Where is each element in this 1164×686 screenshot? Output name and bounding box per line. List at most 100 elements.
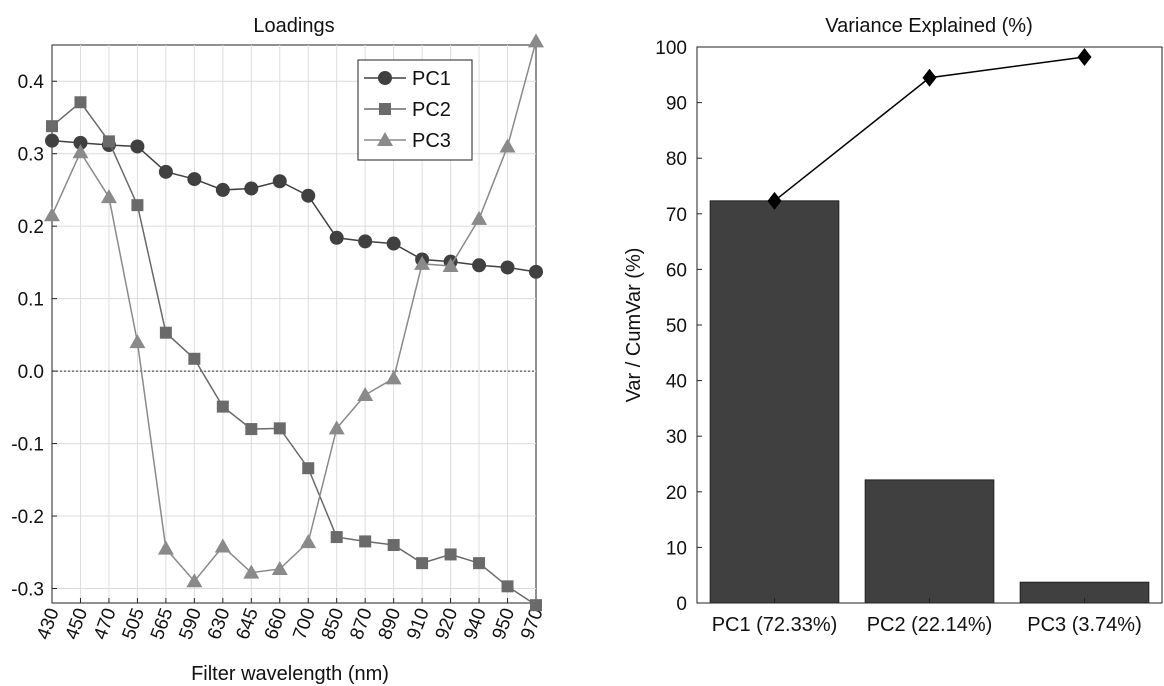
cumulative-point [767,191,782,210]
x-tick-label: 430 [33,606,64,643]
y-tick-label: 60 [666,260,687,281]
data-point [158,164,173,179]
loadings-plot-frame [51,44,537,604]
data-point [157,540,174,555]
legend-item-pc1: PC1 [364,68,451,90]
variance-y-axis-label: Var / CumVar (%) [623,248,645,403]
loadings-chart: -0.3 -0.2 -0.1 0.0 0.1 0.2 0.3 0.4 430450470505… [11,15,547,685]
y-tick-label: 0.3 [18,145,44,166]
data-point [444,548,457,561]
data-point [386,236,401,251]
y-tick-label: -0.1 [11,435,44,456]
data-point [214,538,231,553]
data-point [243,564,260,579]
data-point [215,182,230,197]
y-tick-label: 50 [666,316,687,337]
data-point [300,534,317,549]
data-point [271,560,288,575]
bar-1 [709,200,840,604]
x-tick-label: 700 [289,606,320,643]
legend-box [357,59,473,161]
loadings-x-ticks: 4304504705055655906306456607008508708909… [33,598,548,643]
data-point [387,539,400,552]
variance-y-ticks: 0 10 20 30 40 50 60 70 80 90 100 [655,38,702,615]
cumulative-point [922,68,937,87]
y-tick-label: 80 [666,149,687,170]
data-point [244,181,259,196]
x-tick-label: 870 [346,606,377,643]
y-tick-label: 0 [676,594,687,615]
y-tick-label: 30 [666,427,687,448]
loadings-x-axis-label: Filter wavelength (nm) [191,663,389,685]
x-tick-label: 660 [261,606,292,643]
variance-bars [709,200,1150,604]
data-point [414,255,431,270]
variance-x-ticks: PC1 (72.33%) PC2 (22.14%) PC3 (3.74%) [712,598,1142,636]
y-tick-label: 0.2 [18,217,44,238]
data-point [442,258,459,273]
data-point [358,234,373,249]
data-point [472,258,487,273]
x-tick-label: PC2 (22.14%) [867,614,993,636]
data-point [328,420,345,435]
data-point [385,370,402,385]
data-point [45,133,59,148]
x-tick-label: 890 [375,606,406,643]
series-pc2 [46,96,542,612]
y-tick-label: 70 [666,205,687,226]
data-point [216,400,229,413]
x-tick-label: PC3 (3.74%) [1027,614,1142,636]
x-tick-label: 565 [147,606,178,643]
data-point [186,573,203,588]
data-point [100,189,117,204]
y-tick-label: 0.4 [18,72,45,93]
x-tick-label: PC1 (72.33%) [712,614,838,636]
data-point [73,135,88,150]
data-point [102,135,115,148]
y-tick-label: 10 [666,538,687,559]
x-tick-label: 470 [90,606,121,643]
x-tick-label: 630 [204,606,235,643]
data-point [528,33,544,48]
data-point [500,260,515,275]
x-tick-label: 940 [460,606,491,643]
loadings-legend: PC1 PC2 PC3 [357,59,473,161]
series-pc3 [44,33,544,588]
x-tick-label: 910 [403,606,434,643]
y-tick-label: 90 [666,94,687,115]
bar-2 [864,479,995,604]
y-tick-label: 0.0 [18,362,44,383]
data-point [471,210,488,225]
data-point [72,144,89,159]
data-point [330,531,343,544]
legend-item-pc2: PC2 [364,99,451,121]
y-tick-label: 0.1 [18,290,44,311]
data-point [499,138,516,153]
data-point [359,535,372,548]
legend-label: PC3 [412,130,451,152]
cumulative-point [1077,47,1092,66]
legend-label: PC2 [412,99,451,121]
data-point [416,557,429,570]
x-tick-label: 590 [175,606,206,643]
y-tick-label: 100 [655,38,687,59]
y-tick-label: 40 [666,372,687,393]
data-point [188,352,201,365]
y-tick-label: -0.2 [11,507,44,528]
series-line [51,41,537,583]
x-tick-label: 950 [489,606,520,643]
data-point [302,462,315,475]
data-point [46,120,58,133]
data-point [329,230,344,245]
series-line [51,101,537,606]
x-tick-label: 645 [232,606,263,643]
data-point [273,422,286,435]
data-point [530,599,542,612]
legend-marker [378,71,392,85]
y-tick-label: -0.3 [11,580,44,601]
data-point [44,207,60,222]
loadings-title: Loadings [253,15,334,37]
x-tick-label: 850 [318,606,349,643]
data-point [159,326,172,339]
